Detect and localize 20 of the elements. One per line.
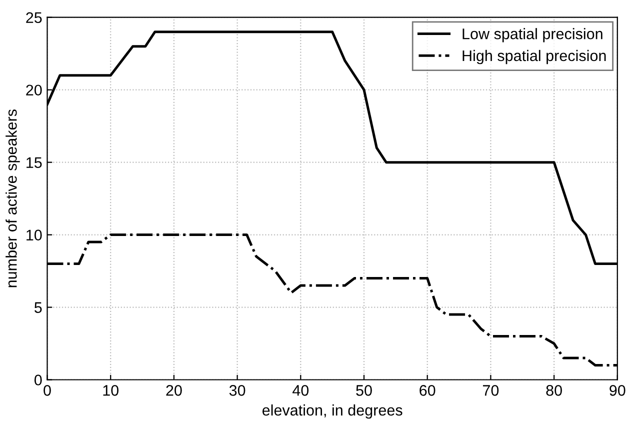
x-axis-title: elevation, in degrees	[262, 404, 402, 419]
x-tick-label: 40	[292, 385, 309, 396]
x-tick-label: 80	[546, 385, 562, 396]
y-tick-label: 5	[34, 302, 42, 313]
y-tick-label: 25	[26, 12, 42, 24]
y-tick-label: 15	[26, 157, 42, 168]
x-tick-label: 10	[103, 385, 118, 396]
y-tick-label: 20	[26, 84, 42, 96]
x-tick-label: 70	[482, 385, 499, 396]
x-tick-label: 30	[229, 385, 246, 396]
x-tick-label: 20	[166, 385, 182, 396]
y-axis-title: number of active speakers	[6, 110, 20, 288]
x-tick-label: 90	[610, 385, 626, 396]
y-tick-label: 0	[34, 374, 42, 386]
legend-label: High spatial precision	[462, 50, 606, 64]
x-tick-label: 50	[356, 385, 372, 396]
x-tick-label: 0	[44, 385, 51, 396]
y-tick-label: 10	[26, 230, 42, 240]
legend-label: Low spatial precision	[462, 28, 602, 42]
x-tick-label: 60	[420, 385, 436, 396]
